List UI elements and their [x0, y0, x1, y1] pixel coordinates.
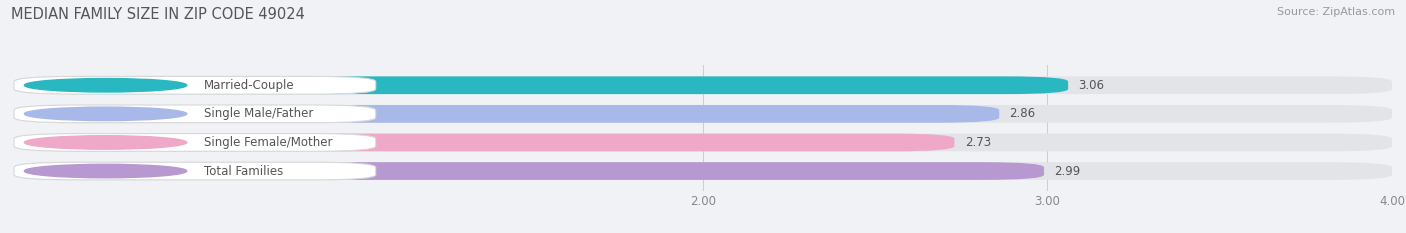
Text: 2.99: 2.99: [1054, 164, 1081, 178]
FancyBboxPatch shape: [14, 76, 1069, 94]
Text: 3.06: 3.06: [1078, 79, 1105, 92]
FancyBboxPatch shape: [14, 105, 375, 123]
Circle shape: [24, 164, 187, 178]
FancyBboxPatch shape: [14, 134, 375, 151]
FancyBboxPatch shape: [14, 162, 1045, 180]
Circle shape: [24, 136, 187, 149]
Text: MEDIAN FAMILY SIZE IN ZIP CODE 49024: MEDIAN FAMILY SIZE IN ZIP CODE 49024: [11, 7, 305, 22]
FancyBboxPatch shape: [14, 105, 1392, 123]
FancyBboxPatch shape: [14, 134, 955, 151]
Text: Single Female/Mother: Single Female/Mother: [204, 136, 332, 149]
FancyBboxPatch shape: [14, 162, 1392, 180]
Text: Married-Couple: Married-Couple: [204, 79, 294, 92]
Text: Total Families: Total Families: [204, 164, 283, 178]
FancyBboxPatch shape: [14, 105, 1000, 123]
FancyBboxPatch shape: [14, 76, 375, 94]
Circle shape: [24, 79, 187, 92]
Text: Single Male/Father: Single Male/Father: [204, 107, 314, 120]
Text: 2.86: 2.86: [1010, 107, 1036, 120]
FancyBboxPatch shape: [14, 134, 1392, 151]
Text: Source: ZipAtlas.com: Source: ZipAtlas.com: [1277, 7, 1395, 17]
FancyBboxPatch shape: [14, 76, 1392, 94]
Text: 2.73: 2.73: [965, 136, 991, 149]
FancyBboxPatch shape: [14, 162, 375, 180]
Circle shape: [24, 107, 187, 121]
